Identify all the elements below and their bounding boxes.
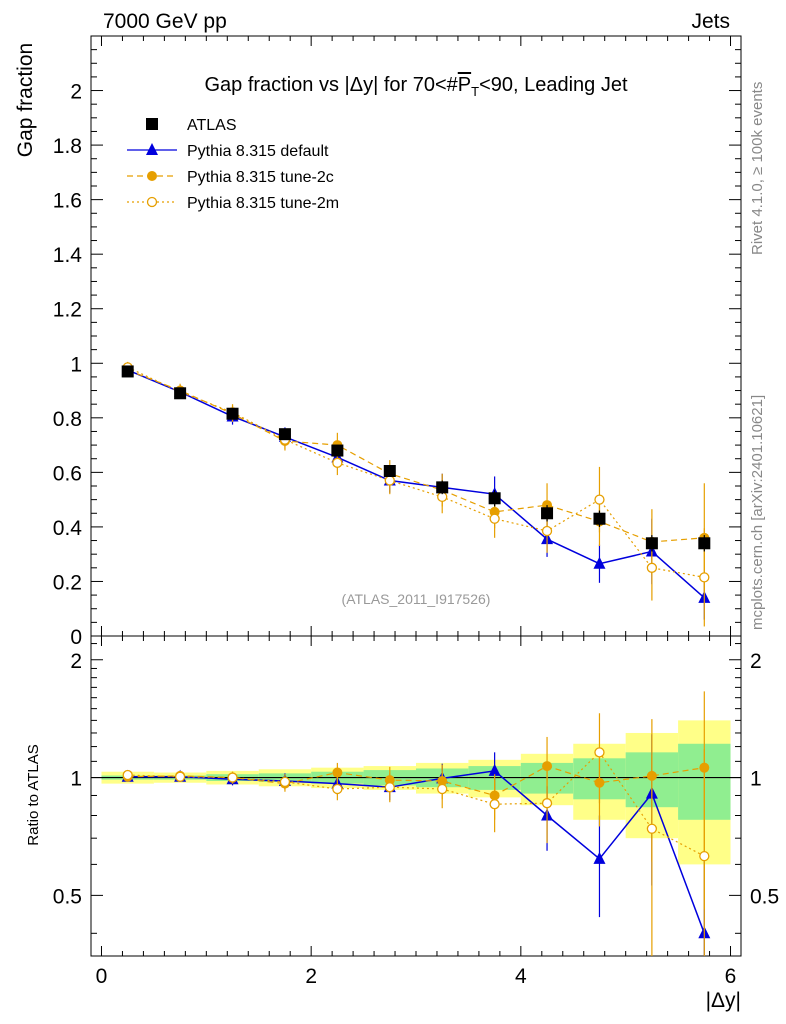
legend-marker (147, 171, 157, 181)
x-tick-label: 4 (515, 965, 527, 988)
y-tick-label-ratio-right: 0.5 (750, 885, 779, 908)
main-point (226, 407, 239, 420)
analysis-tag: (ATLAS_2011_I917526) (342, 591, 491, 607)
x-axis-label: |Δy| (706, 989, 741, 1012)
y-tick-label-main: 2 (70, 81, 82, 104)
rivet-label: Rivet 4.1.0, ≥ 100k events (749, 82, 766, 255)
ratio-point (174, 771, 186, 782)
main-point (645, 537, 658, 550)
x-tick-label: 0 (96, 965, 108, 988)
main-point (384, 475, 395, 486)
y-tick-label-ratio-right: 1 (750, 768, 762, 791)
ratio-point (541, 798, 553, 809)
y-tick-label-main: 0.2 (53, 571, 82, 594)
chart-title: Gap fraction vs |Δy| for 70<#PT<90, Lead… (204, 74, 628, 99)
legend-label: ATLAS (187, 117, 237, 134)
ratio-point (646, 823, 658, 834)
ratio-point (384, 782, 395, 793)
y-tick-label-ratio: 1 (70, 768, 82, 791)
ratio-uncertainty-bands (91, 720, 741, 865)
main-point (541, 507, 554, 520)
legend-item: Pythia 8.315 tune-2m (127, 195, 339, 212)
series-atlas (121, 365, 711, 552)
ratio-line-pythia-8-315-tune-2c (127, 765, 705, 797)
y-tick-label-main: 1 (70, 353, 82, 376)
legend-marker (146, 196, 158, 208)
main-point (174, 387, 187, 400)
mcplots-label: mcplots.cern.ch [arXiv:2401.10621] (749, 395, 766, 630)
legend-item: Pythia 8.315 tune-2c (127, 169, 334, 186)
main-point (594, 494, 605, 505)
axes: 0 2 4 600.20.40.60.811.21.41.61.820.5 0.51 12… (53, 35, 779, 988)
legend-label: Pythia 8.315 tune-2m (187, 195, 339, 212)
legend-item: ATLAS (146, 117, 237, 134)
y-tick-label-main: 0.8 (53, 408, 82, 431)
legend-item: Pythia 8.315 default (127, 143, 329, 160)
ratio-point (594, 747, 605, 758)
ratio-point (699, 850, 710, 862)
main-line-pythia-8-315-tune-2m (127, 366, 705, 578)
chart-title-p: P (458, 74, 471, 96)
data-series (121, 361, 711, 956)
y-tick-label-ratio: 2 (70, 650, 82, 673)
legend-marker (146, 143, 158, 155)
energy-label: 7000 GeV pp (103, 10, 227, 33)
main-point (332, 457, 343, 468)
ratio-point (489, 799, 500, 810)
ratio-line-pythia-8-315-tune-2m (127, 751, 705, 857)
main-line-pythia-8-315-default (127, 369, 705, 599)
series-pythia-8-315-default (121, 363, 711, 956)
main-point (698, 537, 711, 550)
main-point (646, 562, 658, 573)
y-tick-label-ratio-right: 2 (750, 650, 762, 673)
ratio-point (488, 763, 501, 776)
y-axis-label-main: Gap fraction (14, 43, 37, 157)
x-tick-label: 2 (305, 965, 317, 988)
ratio-point (227, 772, 238, 783)
main-point (383, 465, 396, 477)
y-axis-label-ratio: Ratio to ATLAS (25, 744, 42, 845)
x-tick-label: 6 (725, 965, 737, 988)
chart-title-prefix: Gap fraction vs |Δy| for 70<# (204, 74, 458, 96)
main-point (436, 481, 449, 494)
chart-title-suffix: <90, Leading Jet (479, 74, 628, 96)
y-tick-label-ratio: 0.5 (53, 885, 82, 908)
legend: ATLAS Pythia 8.315 default Pythia 8.315 tu… (127, 117, 339, 212)
y-tick-label-main: 0.6 (53, 462, 82, 485)
chart-title-t: T (471, 84, 479, 99)
main-point (278, 428, 291, 441)
y-tick-label-main: 1.2 (53, 299, 82, 322)
legend-label: Pythia 8.315 tune-2c (187, 169, 334, 186)
main-point (331, 444, 344, 457)
y-tick-label-main: 1.6 (53, 190, 82, 213)
series-pythia-8-315-tune-2m (122, 361, 710, 956)
main-point (121, 365, 134, 378)
y-tick-label-main: 1.8 (53, 135, 82, 158)
ratio-point (593, 851, 606, 864)
ratio-point (332, 767, 343, 778)
process-label: Jets (691, 10, 730, 33)
main-point (699, 572, 710, 583)
legend-label: Pythia 8.315 default (187, 143, 329, 160)
main-point (593, 556, 606, 569)
main-line-pythia-8-315-tune-2c (127, 369, 705, 543)
ratio-line-pythia-8-315-default (127, 770, 706, 934)
ratio-point (542, 761, 553, 772)
main-point (593, 512, 606, 525)
ratio-point (437, 783, 448, 795)
y-tick-label-main: 0.4 (53, 517, 83, 540)
y-tick-label-main: 1.4 (53, 244, 83, 267)
legend-marker (146, 118, 158, 130)
ratio-point (122, 769, 133, 781)
main-point (489, 513, 500, 524)
ratio-point (279, 776, 291, 788)
main-point (488, 492, 501, 505)
main-point (541, 525, 553, 537)
y-tick-label-main: 0 (70, 626, 82, 649)
ratio-point (332, 783, 343, 795)
